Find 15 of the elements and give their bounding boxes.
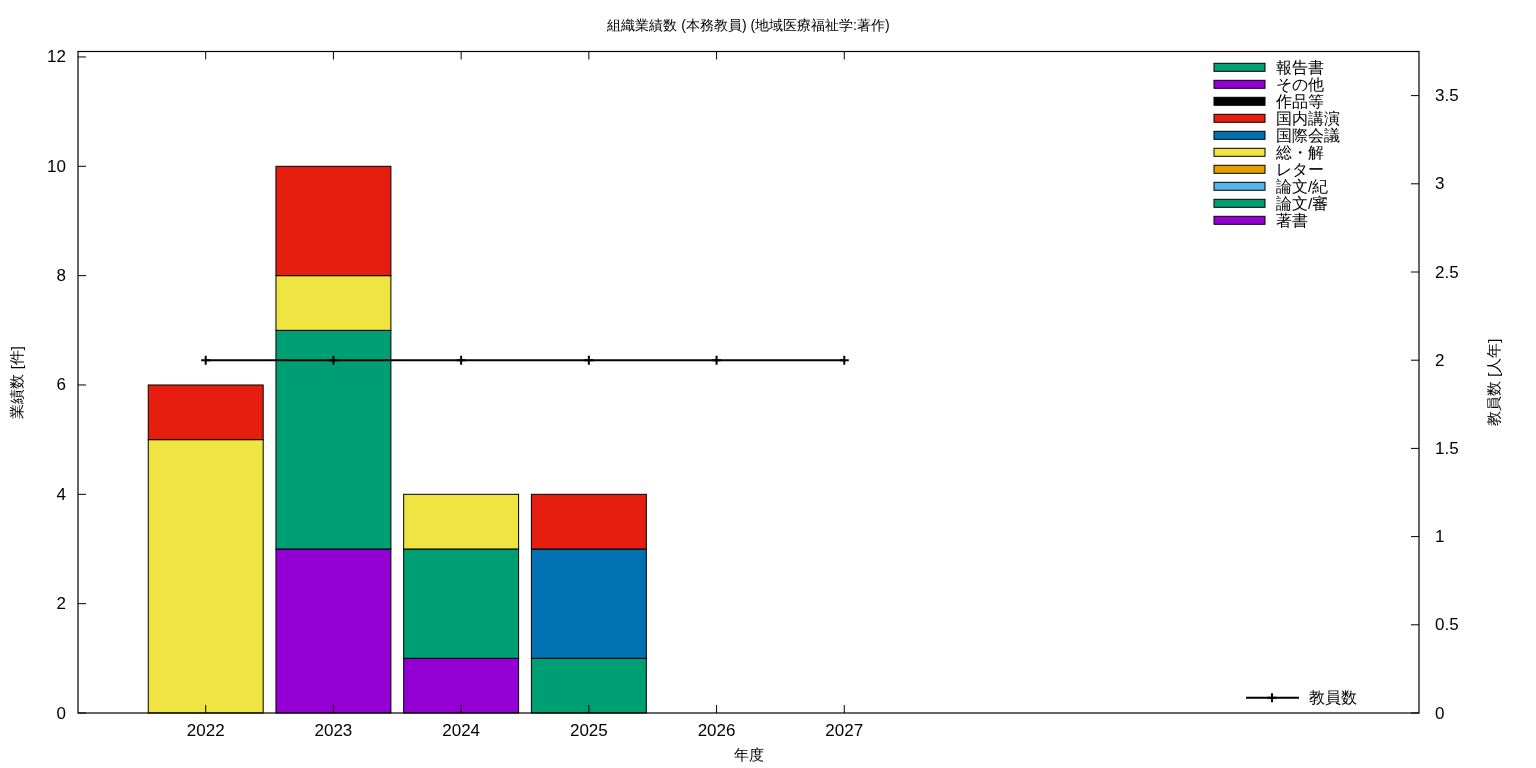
legend-label: 論文/紀 <box>1276 177 1329 195</box>
legend-label: 総・解 <box>1275 143 1324 161</box>
legend-label: 国際会議 <box>1276 126 1340 144</box>
legend-label: 報告書 <box>1276 58 1324 76</box>
legend-label: レター <box>1276 160 1324 178</box>
title: 組織業績数 (本務教員) (地域医療福祉学:著作) <box>607 17 890 33</box>
y2label: 教員数 [人年] <box>1484 338 1502 426</box>
legend-label: 作品等 <box>1275 92 1324 110</box>
legend-label: 著書 <box>1276 211 1308 229</box>
legend-label: 論文/審 <box>1276 194 1329 212</box>
legend-label: 教員数 <box>1309 689 1357 707</box>
legend-label: 国内講演 <box>1276 109 1340 127</box>
xlabel: 年度 <box>733 745 764 763</box>
legend-label: その他 <box>1276 75 1324 93</box>
ylabel: 業績数 [件] <box>7 346 25 419</box>
